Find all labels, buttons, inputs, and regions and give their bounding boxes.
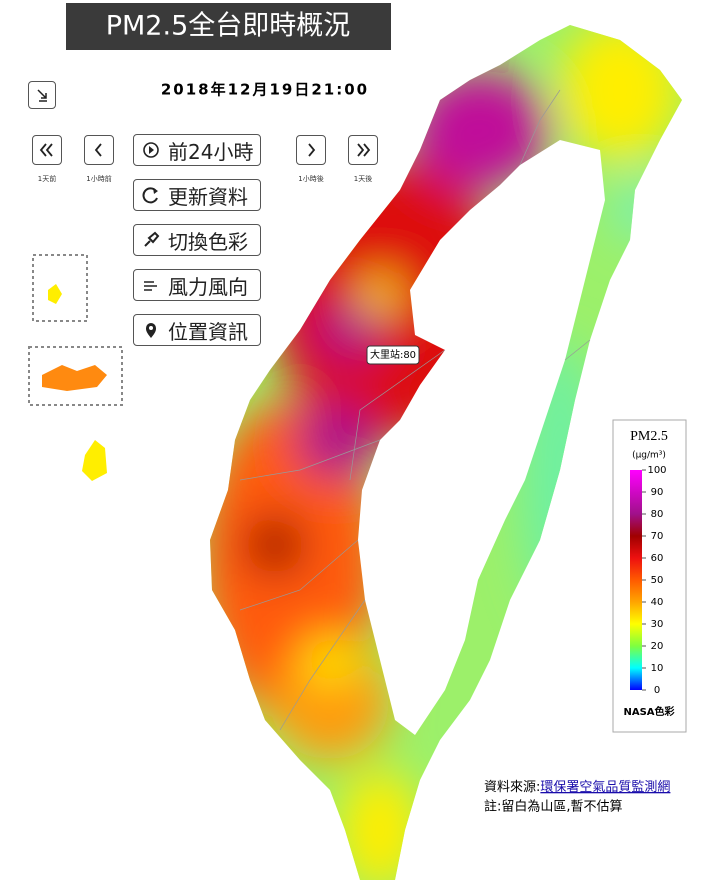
menu-button[interactable]: 風力風向: [133, 269, 261, 301]
icon: [144, 281, 157, 291]
source-link[interactable]: 環保署空氣品質監測網: [540, 779, 670, 795]
legend-box: [612, 419, 687, 733]
nav-label: 1小時後: [298, 175, 324, 183]
tooltip: 大里站:80: [370, 348, 416, 361]
next-day-button[interactable]: [348, 135, 378, 165]
icon: [146, 323, 156, 338]
prev-day-button[interactable]: [32, 135, 62, 165]
icon: [144, 231, 160, 247]
icon: [357, 143, 371, 157]
nav-label: 1天後: [353, 175, 373, 183]
icon: [37, 89, 47, 102]
icon: [143, 142, 159, 158]
button-label: 切換色彩: [168, 229, 248, 254]
nav-label: 1小時前: [86, 175, 112, 183]
tick-label: 60: [651, 553, 664, 564]
icon: [39, 143, 53, 157]
tick-label: 40: [651, 597, 664, 608]
islands: [28, 254, 123, 481]
legend-scheme: NASA色彩: [623, 705, 674, 718]
nav-label: 1天前: [37, 175, 57, 183]
menu-button[interactable]: 前24小時: [133, 134, 261, 166]
tick-label: 80: [651, 509, 664, 520]
button-label: 前24小時: [168, 139, 254, 164]
icon: [142, 187, 158, 204]
tick-label: 70: [651, 531, 664, 542]
tick-label: 20: [651, 641, 664, 652]
color-bar: [630, 470, 642, 690]
legend-title: PM2.5: [630, 429, 668, 444]
icon: [94, 143, 102, 157]
tick-label: 30: [651, 619, 664, 630]
tick-label: 0: [654, 685, 660, 696]
legend-unit: (μg/m³): [632, 451, 666, 461]
button-label: 風力風向: [168, 274, 248, 299]
prev-hour-button[interactable]: [84, 135, 114, 165]
menu-button[interactable]: 切換色彩: [133, 224, 261, 256]
title-box: [66, 3, 391, 50]
icon: [308, 143, 316, 157]
note: 註:留白為山區,暫不估算: [484, 799, 623, 815]
title: PM2.5全台即時概況: [106, 11, 351, 42]
button-label: 位置資訊: [168, 319, 248, 344]
source: 資料來源:環保署空氣品質監測網: [484, 779, 670, 795]
tick-label: 100: [647, 465, 666, 476]
button-label: 更新資料: [168, 184, 248, 209]
next-hour-button[interactable]: [296, 135, 326, 165]
tick-label: 10: [651, 663, 664, 674]
locate-button[interactable]: [28, 81, 56, 109]
source-label: 資料來源:: [484, 780, 540, 795]
tick-label: 90: [651, 487, 664, 498]
datetime: 2018年12月19日21:00: [161, 81, 369, 99]
county-borders: [239, 89, 591, 731]
menu-button[interactable]: 位置資訊: [133, 314, 261, 346]
tick-label: 50: [651, 575, 664, 586]
tooltip-box: [366, 345, 420, 365]
menu-button[interactable]: 更新資料: [133, 179, 261, 211]
